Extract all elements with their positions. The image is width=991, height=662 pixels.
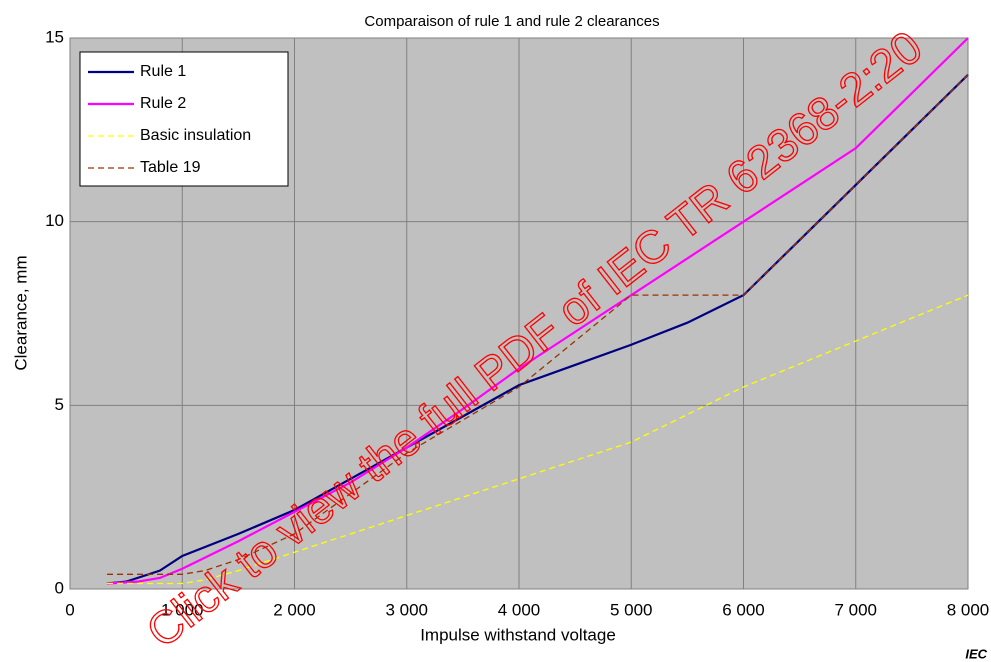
- series-line: [107, 294, 969, 585]
- x-tick-label: 3 000: [385, 600, 428, 619]
- source-label: IEC: [965, 646, 987, 661]
- series-line: [107, 74, 969, 575]
- x-tick-label: 0: [65, 600, 74, 619]
- x-tick-label: 2 000: [273, 600, 316, 619]
- plot-border: [69, 37, 969, 590]
- x-axis-label: Impulse withstand voltage: [420, 625, 616, 644]
- chart-title: Comparaison of rule 1 and rule 2 clearan…: [364, 13, 659, 30]
- y-tick-label: 10: [45, 211, 64, 230]
- legend-label: Basic insulation: [140, 127, 251, 144]
- y-axis-label: Clearance, mm: [11, 255, 30, 370]
- y-tick-label: 0: [55, 578, 64, 597]
- x-tick-label: 5 000: [610, 600, 653, 619]
- x-tick-label: 1 000: [161, 600, 204, 619]
- legend: Rule 1 Rule 2 Basic insulation Table 19: [79, 51, 289, 187]
- series-line: [106, 37, 969, 585]
- x-tick-label: 4 000: [498, 600, 541, 619]
- y-tick-label: 15: [45, 27, 64, 46]
- y-tick-label: 5: [55, 395, 64, 414]
- x-tick-label: 6 000: [722, 600, 765, 619]
- legend-box: [79, 51, 289, 187]
- legend-label: Table 19: [140, 159, 201, 176]
- legend-label: Rule 2: [140, 95, 186, 112]
- legend-label: Rule 1: [140, 63, 186, 80]
- x-tick-label: 7 000: [834, 600, 877, 619]
- x-tick-label: 8 000: [947, 600, 990, 619]
